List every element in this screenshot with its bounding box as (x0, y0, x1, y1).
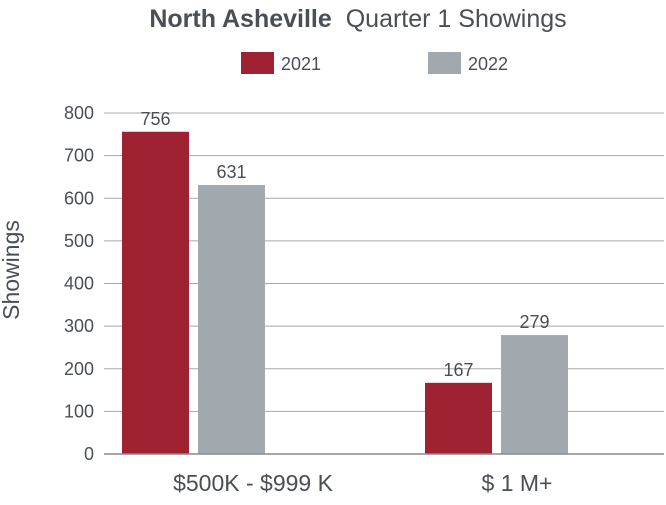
bar-2022-0 (198, 185, 265, 454)
x-tick-label: $500K - $999 K (173, 470, 334, 496)
bar-value-label: 756 (140, 109, 170, 129)
y-axis-label: Showings (0, 220, 24, 320)
bar-value-labels: 756 631 167 279 (140, 109, 549, 380)
bars (122, 131, 568, 454)
y-tick-label: 600 (64, 188, 94, 208)
bar-value-label: 631 (216, 162, 246, 182)
y-tick-label: 800 (64, 103, 94, 123)
y-tick-label: 400 (64, 274, 94, 294)
bar-2021-1 (425, 382, 492, 454)
y-axis-ticks: 0 100 200 300 400 500 600 700 800 (64, 103, 94, 464)
y-tick-label: 0 (84, 444, 94, 464)
legend-swatch-2021 (241, 52, 274, 74)
x-tick-label: $ 1 M+ (482, 470, 553, 496)
chart-title-rest: Quarter 1 Showings (346, 5, 567, 33)
bar-2022-1 (501, 335, 568, 454)
bar-value-label: 279 (519, 312, 549, 332)
y-tick-label: 300 (64, 316, 94, 336)
y-tick-label: 500 (64, 231, 94, 251)
grid-lines (104, 112, 664, 412)
chart-title: North Asheville Quarter 1 Showings (149, 5, 566, 33)
legend-swatch-2022 (428, 52, 461, 74)
legend-label: 2021 (281, 54, 321, 74)
y-tick-label: 700 (64, 146, 94, 166)
legend-label: 2022 (468, 54, 508, 74)
legend: 2021 2022 (241, 52, 508, 74)
chart-title-bold: North Asheville (149, 5, 332, 33)
bar-value-label: 167 (443, 360, 473, 380)
x-axis: $500K - $999 K $ 1 M+ (104, 453, 664, 496)
bar-2021-0 (122, 131, 189, 454)
y-tick-label: 200 (64, 359, 94, 379)
y-tick-label: 100 (64, 401, 94, 421)
